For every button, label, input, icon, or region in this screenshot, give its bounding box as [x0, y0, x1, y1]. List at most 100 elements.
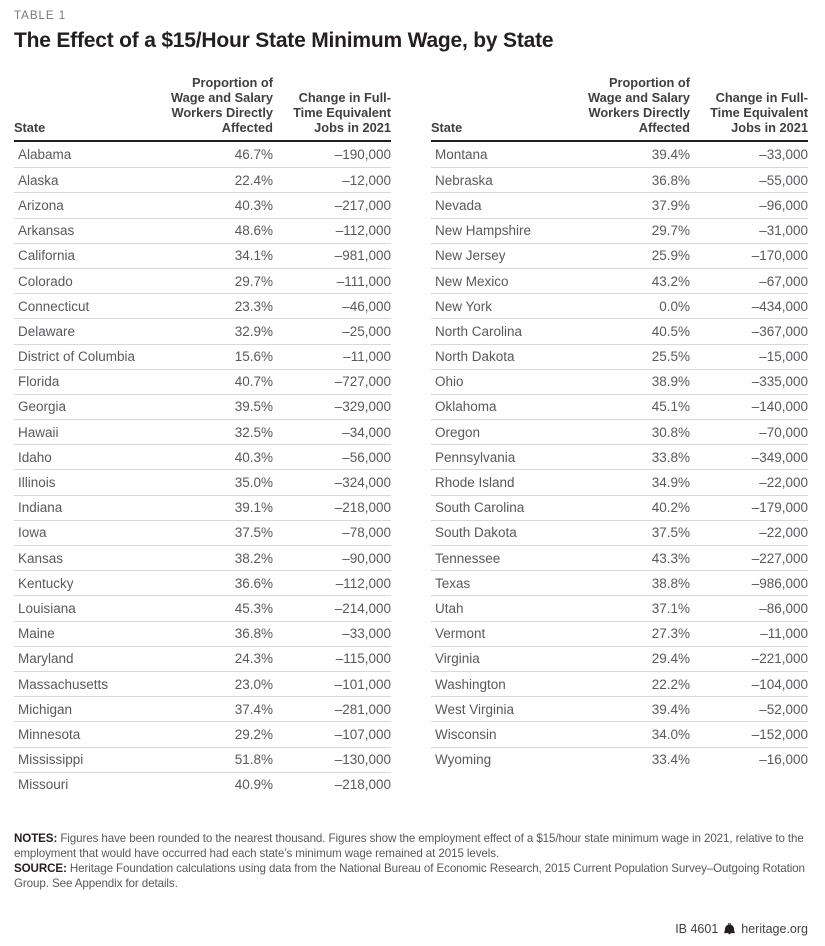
state-name: Indiana	[18, 500, 63, 516]
site-link[interactable]: heritage.org	[741, 922, 808, 936]
table-row: Wyoming 33.4% –16,000	[431, 746, 808, 772]
table-row: Oregon 30.8% –70,000	[431, 419, 808, 444]
table-row: Florida 40.7% –727,000	[14, 368, 391, 394]
table-row: Delaware 32.9% –25,000	[14, 318, 391, 343]
jobs-change-value: –115,000	[335, 651, 391, 667]
notes-paragraph: NOTES: Figures have been rounded to the …	[14, 831, 808, 861]
state-name: Oregon	[435, 424, 481, 440]
state-name: New Hampshire	[435, 223, 532, 239]
proportion-value: 38.2%	[234, 550, 273, 566]
table-row: Washington 22.2% –104,000	[431, 670, 808, 696]
table-row: Montana 39.4% –33,000	[431, 142, 808, 167]
table-row: Georgia 39.5% –329,000	[14, 393, 391, 419]
table-row: Rhode Island 34.9% –22,000	[431, 469, 808, 494]
table-row: Idaho 40.3% –56,000	[14, 444, 391, 469]
column-header-state: State	[431, 120, 463, 135]
jobs-change-value: –727,000	[334, 374, 391, 390]
table-row: Ohio 38.9% –335,000	[431, 368, 808, 394]
source-paragraph: SOURCE: Heritage Foundation calculations…	[14, 861, 808, 891]
proportion-value: 0.0%	[659, 298, 690, 314]
jobs-change-value: –434,000	[751, 298, 808, 314]
proportion-value: 23.3%	[234, 298, 273, 314]
state-name: Alabama	[18, 147, 72, 163]
jobs-change-value: –112,000	[335, 223, 391, 239]
jobs-change-value: –986,000	[751, 575, 808, 591]
proportion-value: 37.5%	[651, 525, 690, 541]
table-row: New Mexico 43.2% –67,000	[431, 267, 808, 293]
jobs-change-value: –367,000	[751, 323, 808, 339]
table-row: Alaska 22.4% –12,000	[14, 167, 391, 192]
table-row: Oklahoma 45.1% –140,000	[431, 393, 808, 419]
state-name: New York	[435, 298, 493, 314]
jobs-change-value: –55,000	[759, 172, 808, 188]
state-name: California	[18, 248, 76, 264]
proportion-value: 48.6%	[234, 223, 273, 239]
jobs-change-value: –70,000	[759, 424, 808, 440]
state-name: Hawaii	[18, 424, 59, 440]
state-name: Missouri	[18, 777, 69, 793]
jobs-change-value: –22,000	[759, 525, 808, 541]
state-name: Florida	[18, 374, 60, 390]
state-name: Illinois	[18, 475, 56, 491]
table-row: Hawaii 32.5% –34,000	[14, 419, 391, 444]
state-name: Tennessee	[435, 550, 501, 566]
jobs-change-value: –111,000	[336, 273, 391, 289]
jobs-change-value: –67,000	[759, 273, 808, 289]
jobs-change-value: –22,000	[759, 475, 808, 491]
proportion-value: 45.1%	[651, 399, 690, 415]
jobs-change-value: –15,000	[759, 349, 808, 365]
table-row: South Carolina 40.2% –179,000	[431, 494, 808, 520]
table-row: Connecticut 23.3% –46,000	[14, 293, 391, 318]
left-table: State Proportion of Wage and Salary Work…	[14, 75, 391, 797]
jobs-change-value: –25,000	[342, 323, 391, 339]
proportion-value: 25.5%	[651, 349, 690, 365]
table-row: North Dakota 25.5% –15,000	[431, 343, 808, 369]
state-name: Arizona	[18, 197, 64, 213]
proportion-value: 39.5%	[234, 399, 273, 415]
jobs-change-value: –52,000	[759, 701, 808, 717]
proportion-value: 39.4%	[651, 147, 690, 163]
proportion-value: 29.7%	[234, 273, 273, 289]
source-text: Heritage Foundation calculations using d…	[14, 861, 805, 890]
table-row: Tennessee 43.3% –227,000	[431, 545, 808, 570]
proportion-value: 43.2%	[651, 273, 690, 289]
state-name: Texas	[435, 575, 471, 591]
proportion-value: 43.3%	[651, 550, 690, 566]
jobs-change-value: –107,000	[334, 726, 391, 742]
right-table-body: Montana 39.4% –33,000 Nebraska 36.8% –55,000 N…	[431, 142, 808, 772]
right-table-header: State Proportion of Wage and Salary Work…	[431, 75, 808, 142]
notes-text: Figures have been rounded to the nearest…	[14, 831, 804, 860]
proportion-value: 37.1%	[651, 600, 690, 616]
table-row: Virginia 29.4% –221,000	[431, 645, 808, 671]
proportion-value: 29.2%	[234, 726, 273, 742]
proportion-value: 39.1%	[234, 500, 273, 516]
state-name: New Jersey	[435, 248, 506, 264]
jobs-change-value: –281,000	[334, 701, 391, 717]
state-name: Montana	[435, 147, 488, 163]
jobs-change-value: –33,000	[342, 626, 391, 642]
proportion-value: 38.8%	[651, 575, 690, 591]
proportion-value: 27.3%	[651, 626, 690, 642]
table-row: New Jersey 25.9% –170,000	[431, 242, 808, 268]
jobs-change-value: –221,000	[751, 651, 808, 667]
proportion-value: 25.9%	[651, 248, 690, 264]
table-row: Mississippi 51.8% –130,000	[14, 746, 391, 772]
column-header-jobs-change: Change in Full-Time Equivalent Jobs in 2…	[710, 90, 808, 135]
proportion-value: 29.4%	[651, 651, 690, 667]
table-row: Massachusetts 23.0% –101,000	[14, 670, 391, 696]
column-header-state: State	[14, 120, 46, 135]
jobs-change-value: –329,000	[334, 399, 391, 415]
table-row: New Hampshire 29.7% –31,000	[431, 217, 808, 243]
proportion-value: 36.8%	[234, 626, 273, 642]
proportion-value: 22.2%	[651, 676, 690, 692]
jobs-change-value: –78,000	[342, 525, 391, 541]
state-name: North Dakota	[435, 349, 515, 365]
state-name: Arkansas	[18, 223, 75, 239]
table-row: Texas 38.8% –986,000	[431, 570, 808, 595]
proportion-value: 29.7%	[651, 223, 690, 239]
jobs-change-value: –12,000	[342, 172, 391, 188]
jobs-change-value: –170,000	[751, 248, 808, 264]
jobs-change-value: –130,000	[334, 752, 391, 768]
table-row: Kansas 38.2% –90,000	[14, 545, 391, 570]
proportion-value: 32.9%	[234, 323, 273, 339]
